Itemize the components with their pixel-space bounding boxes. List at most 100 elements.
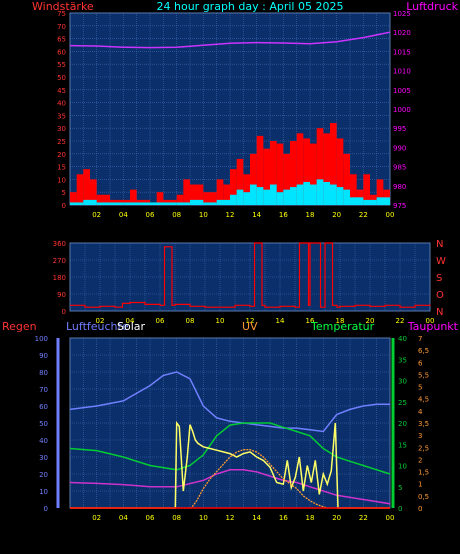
y-tick-label: 50 — [39, 420, 48, 428]
y2-tick-label: 1025 — [393, 10, 411, 18]
wind-avg-bar — [376, 197, 390, 205]
y2-tick-label: 975 — [393, 202, 406, 210]
y3-tick-label: 0,5 — [418, 493, 429, 501]
y2-tick-label: 1015 — [393, 48, 411, 56]
y-tick-label: 40 — [39, 437, 48, 445]
dewpoint-line — [69, 469, 391, 505]
pressure-line — [69, 31, 391, 49]
y-tick-label: 70 — [39, 386, 48, 394]
x-tick-label: 00 — [386, 514, 395, 522]
y3-tick-label: 4 — [418, 408, 423, 416]
wind-avg-bar — [236, 189, 244, 205]
x-tick-label: 06 — [146, 514, 155, 522]
y3-tick-label: 5 — [418, 384, 422, 392]
y-tick-label: 60 — [39, 403, 48, 411]
humidity-temperature-panel: 0102030405060708090100051015202530354000… — [35, 335, 430, 522]
y-tick-label: 25 — [57, 138, 66, 146]
wind-gust-bar — [76, 174, 84, 205]
y2-tick-label: 25 — [398, 399, 407, 407]
x-tick-label: 16 — [306, 317, 315, 325]
y2-tick-label: 35 — [398, 356, 407, 364]
wind-avg-bar — [70, 202, 84, 205]
y-tick-label: 35 — [57, 112, 66, 120]
wind-gust-bar — [256, 135, 264, 205]
wind-gust-bar — [283, 153, 290, 205]
x-tick-label: 02 — [92, 514, 101, 522]
wind-avg-bar — [216, 199, 230, 205]
y3-tick-label: 5,5 — [418, 371, 429, 379]
temperature-axis-title: Temperatur — [310, 320, 375, 333]
y-tick-label: 65 — [57, 36, 66, 44]
y-tick-label: 270 — [53, 257, 66, 265]
y-tick-label: 20 — [57, 151, 66, 159]
y-tick-label: 10 — [57, 176, 66, 184]
x-tick-label: 08 — [172, 211, 181, 219]
plot-border — [69, 242, 431, 312]
y-tick-label: 90 — [57, 291, 66, 299]
y-tick-label: 15 — [57, 164, 66, 172]
wind-avg-bar — [350, 197, 364, 205]
x-tick-label: 10 — [199, 211, 208, 219]
solar-line — [70, 420, 390, 509]
wind-gust-bar — [83, 169, 90, 205]
y2-tick-label: 40 — [398, 335, 407, 343]
wind-gust-bar — [310, 143, 317, 205]
wind-avg-bar — [150, 202, 177, 205]
wind-avg-bar — [83, 199, 97, 205]
y2-tick-label: 20 — [398, 420, 407, 428]
x-tick-label: 12 — [246, 317, 255, 325]
wind-avg-bar — [176, 202, 190, 205]
wind-gust-bar — [70, 192, 77, 205]
wind-avg-bar — [330, 184, 337, 205]
wind-avg-bar — [310, 184, 317, 205]
uv-axis-title: UV — [242, 320, 258, 333]
wind-gust-bar — [183, 179, 190, 205]
wind-avg-bar — [283, 189, 290, 205]
wind-axis-title: Windstärke — [32, 0, 94, 13]
compass-tick-label: S — [436, 273, 442, 284]
wind-gust-bar — [130, 189, 137, 205]
chart-title: 24 hour graph day : April 05 2025 — [157, 0, 344, 13]
wind-gust-bar — [156, 192, 164, 205]
x-tick-label: 20 — [366, 317, 375, 325]
wind-gust-bar — [376, 179, 384, 205]
x-tick-label: 22 — [359, 514, 368, 522]
x-tick-label: 22 — [359, 211, 368, 219]
y-tick-label: 0 — [44, 505, 48, 513]
compass-tick-label: W — [436, 256, 446, 267]
x-tick-label: 04 — [126, 317, 135, 325]
wind-avg-bar — [256, 187, 264, 205]
y-tick-label: 5 — [62, 189, 66, 197]
wind-gust-bar — [250, 153, 257, 205]
y3-tick-label: 1 — [418, 481, 422, 489]
y2-tick-label: 980 — [393, 183, 406, 191]
wind-gust-bar — [336, 138, 344, 205]
y-tick-label: 90 — [39, 352, 48, 360]
x-tick-label: 00 — [386, 211, 395, 219]
y3-tick-label: 6,5 — [418, 347, 429, 355]
pressure-axis-title: Luftdruck — [406, 0, 458, 13]
x-tick-label: 06 — [156, 317, 165, 325]
y2-tick-label: 1000 — [393, 106, 411, 114]
x-tick-label: 04 — [119, 514, 128, 522]
wind-gust-bar — [230, 169, 237, 205]
x-tick-label: 20 — [332, 514, 341, 522]
y3-tick-label: 3 — [418, 432, 422, 440]
x-tick-label: 02 — [92, 211, 101, 219]
x-tick-label: 12 — [226, 211, 235, 219]
wind-avg-bar — [296, 184, 304, 205]
y2-tick-label: 15 — [398, 441, 407, 449]
y-tick-label: 60 — [57, 48, 66, 56]
x-tick-label: 00 — [426, 317, 435, 325]
wind-avg-bar — [96, 202, 124, 205]
wind-gust-bar — [330, 123, 337, 205]
y-tick-label: 75 — [57, 10, 66, 18]
wind-gust-bar — [303, 138, 310, 205]
x-tick-label: 14 — [252, 514, 261, 522]
y2-tick-label: 5 — [398, 484, 402, 492]
wind-avg-bar — [323, 181, 330, 205]
wind-avg-bar — [243, 192, 250, 205]
wind-gust-bar — [96, 194, 110, 205]
y-tick-label: 55 — [57, 61, 66, 69]
